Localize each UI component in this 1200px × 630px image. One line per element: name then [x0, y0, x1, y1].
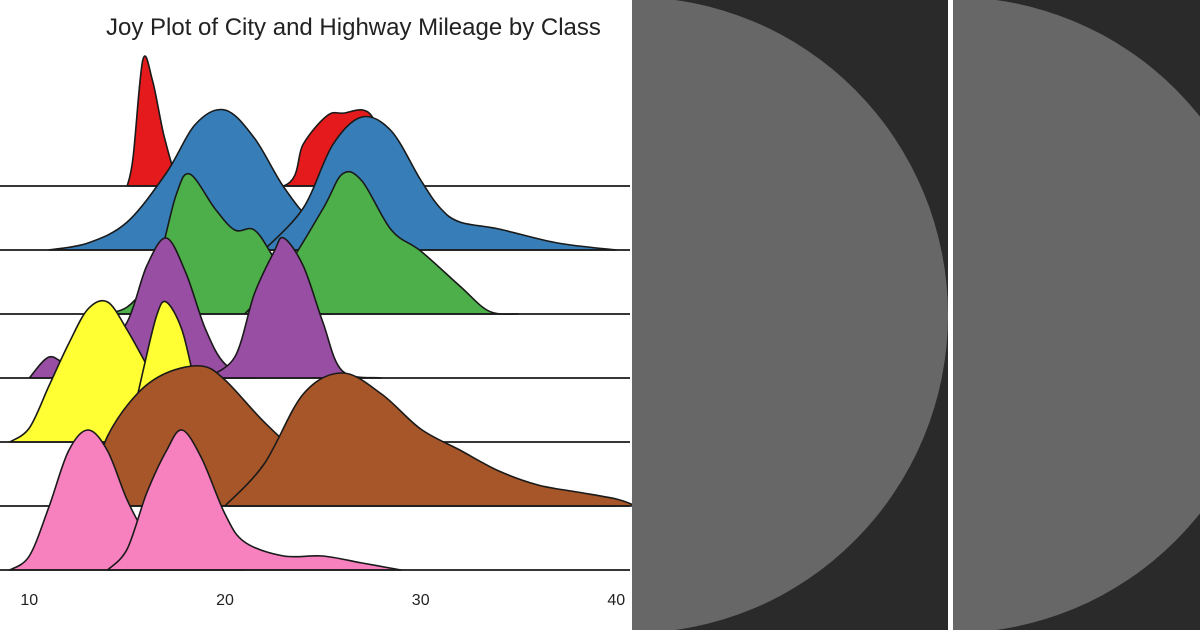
- x-tick-label: 40: [607, 592, 625, 609]
- ridge-6-curve-2: [224, 372, 632, 507]
- joy-plot: Joy Plot of City and Highway Mileage by …: [0, 14, 632, 609]
- ridge-3-curve-2: [243, 170, 520, 315]
- dark-panel-right: [953, 0, 1200, 630]
- gray-half-circle: [953, 0, 1200, 630]
- ridge-7-curve-2: [106, 429, 402, 571]
- dark-panel-left: [632, 0, 948, 630]
- ridge-row-7: [0, 429, 630, 571]
- x-tick-label: 20: [216, 592, 234, 609]
- gray-half-circle: [632, 0, 948, 630]
- ridge-row-1: [0, 55, 630, 191]
- ridge-4-curve-2: [204, 236, 383, 379]
- x-tick-label: 10: [20, 592, 38, 609]
- panel-divider: [948, 0, 953, 630]
- chart-title: Joy Plot of City and Highway Mileage by …: [106, 14, 601, 41]
- x-tick-label: 30: [412, 592, 430, 609]
- chart-panel: Joy Plot of City and Highway Mileage by …: [0, 14, 632, 609]
